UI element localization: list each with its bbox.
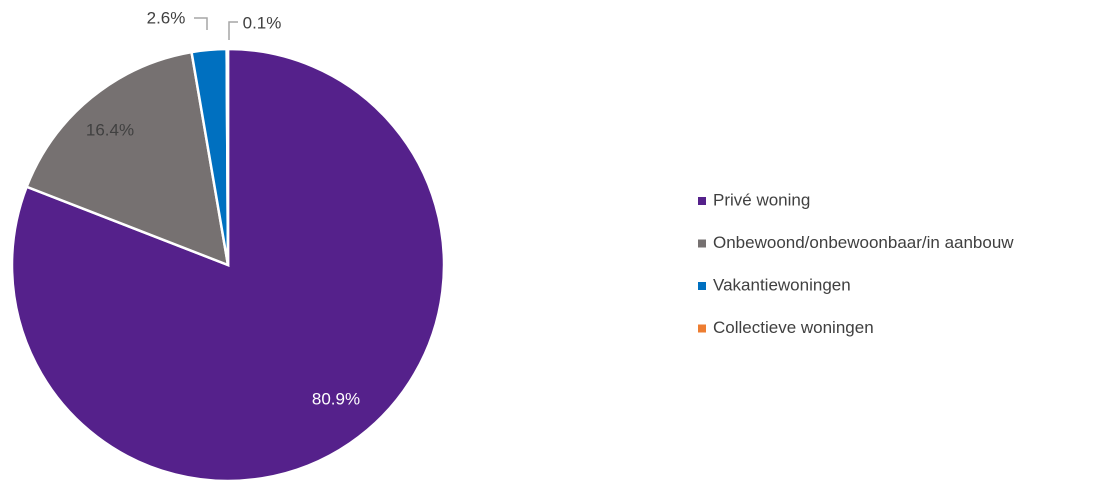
legend-marker <box>698 282 706 290</box>
leader-line <box>228 21 238 40</box>
pie-slice <box>225 47 230 266</box>
legend-label: Onbewoond/onbewoonbaar/in aanbouw <box>713 233 1014 252</box>
legend-marker <box>698 197 706 205</box>
data-label: 80.9% <box>312 389 360 408</box>
legend-label: Collectieve woningen <box>713 318 874 337</box>
data-label: 16.4% <box>86 120 134 139</box>
data-label: 2.6% <box>147 8 186 27</box>
data-label: 0.1% <box>243 13 282 32</box>
leader-line <box>194 17 208 30</box>
legend-label: Privé woning <box>713 190 810 209</box>
legend-label: Vakantiewoningen <box>713 275 851 294</box>
pie-slice <box>25 50 230 267</box>
legend-marker <box>698 239 706 248</box>
legend-marker <box>698 324 706 333</box>
